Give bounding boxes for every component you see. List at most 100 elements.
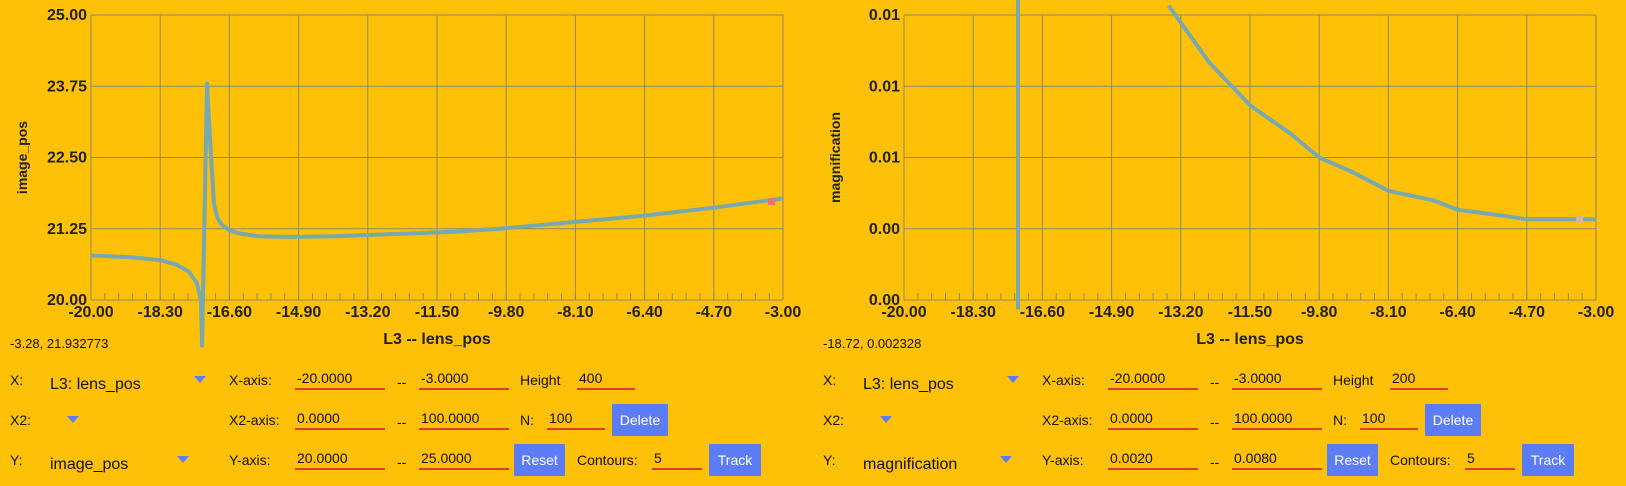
x-tick-label: -14.90	[276, 304, 321, 321]
x-tick-label: -18.30	[951, 304, 996, 321]
y-tick-label: 21.25	[47, 221, 87, 238]
cursor-readout: -18.72, 0.002328	[823, 336, 922, 351]
contours-label: Contours:	[1390, 452, 1451, 468]
range-separator: --	[397, 414, 407, 430]
x-tick-label: -4.70	[1509, 304, 1546, 321]
y-axis-title: image_pos	[14, 121, 30, 194]
x-tick-label: -14.90	[1089, 304, 1134, 321]
x-dropdown-arrow-icon[interactable]	[1007, 376, 1019, 383]
y-tick-label: 0.01	[869, 150, 900, 167]
y-axis-max-field[interactable]	[1232, 448, 1322, 470]
x-label: X:	[823, 372, 837, 388]
range-separator: --	[1210, 374, 1220, 390]
x2-label: X2:	[823, 412, 845, 428]
x-select[interactable]: L3: lens_pos	[863, 376, 954, 393]
x-tick-label: -9.80	[1301, 304, 1338, 321]
x-tick-label: -13.20	[1158, 304, 1203, 321]
chart-image-pos[interactable]: -20.00 -18.30 -16.60 -14.90 -13.20 -11.50 -9.8…	[0, 0, 813, 360]
y-tick-label: 25.00	[47, 7, 87, 24]
n-label: N:	[520, 412, 534, 428]
reset-button[interactable]: Reset	[1327, 444, 1378, 476]
contours-label: Contours:	[577, 452, 638, 468]
delete-button[interactable]: Delete	[612, 404, 668, 436]
x2-axis-label: X2-axis:	[1042, 412, 1093, 428]
x-tick-label: -13.20	[345, 304, 390, 321]
n-label: N:	[1333, 412, 1347, 428]
x-axis-max-field[interactable]	[419, 368, 509, 390]
x-axis-min-field[interactable]	[1108, 368, 1198, 390]
x-tick-label: -3.00	[765, 304, 802, 321]
x-tick-label: -6.40	[1439, 304, 1476, 321]
height-label: Height	[1333, 372, 1374, 388]
y-axis-label: Y-axis:	[229, 452, 271, 468]
plot-panel-left: -20.00 -18.30 -16.60 -14.90 -13.20 -11.50 -9.8…	[0, 0, 813, 476]
y-select[interactable]: image_pos	[50, 456, 129, 473]
n-field[interactable]	[1360, 408, 1418, 430]
track-button[interactable]: Track	[1522, 444, 1574, 476]
x-tick-label: -4.70	[696, 304, 733, 321]
y-axis-min-field[interactable]	[1108, 448, 1198, 470]
chart-magnification[interactable]: -20.00 -18.30 -16.60 -14.90 -13.20 -11.50 -9.8…	[813, 0, 1626, 360]
reset-button[interactable]: Reset	[514, 444, 565, 476]
y-label: Y:	[10, 452, 23, 468]
y-dropdown-arrow-icon[interactable]	[177, 456, 189, 463]
x-axis-label: X-axis:	[1042, 372, 1085, 388]
y-axis-title: magnification	[827, 112, 843, 203]
y-tick-label: 0.00	[869, 292, 900, 309]
y-tick-label: 0.00	[869, 221, 900, 238]
y-select[interactable]: magnification	[863, 456, 958, 473]
x-tick-label: -20.00	[68, 304, 113, 321]
n-field[interactable]	[547, 408, 605, 430]
x-axis-max-field[interactable]	[1232, 368, 1322, 390]
x2-axis-max-field[interactable]	[419, 408, 509, 430]
y-tick-label: 20.00	[47, 292, 87, 309]
range-separator: --	[397, 454, 407, 470]
y-axis-max-field[interactable]	[419, 448, 509, 470]
x2-label: X2:	[10, 412, 32, 428]
x-axis-label: X-axis:	[229, 372, 272, 388]
y-axis-label: Y-axis:	[1042, 452, 1084, 468]
track-marker	[768, 197, 776, 205]
y-label: Y:	[823, 452, 836, 468]
x-select[interactable]: L3: lens_pos	[50, 376, 141, 393]
range-separator: --	[1210, 414, 1220, 430]
x-tick-label: -6.40	[626, 304, 663, 321]
y-dropdown-arrow-icon[interactable]	[1000, 456, 1012, 463]
height-field[interactable]	[1390, 368, 1448, 390]
y-axis-min-field[interactable]	[295, 448, 385, 470]
y-tick-label: 0.01	[869, 78, 900, 95]
height-field[interactable]	[577, 368, 635, 390]
x-tick-label: -11.50	[1228, 304, 1273, 321]
range-separator: --	[1210, 454, 1220, 470]
x-tick-label: -18.30	[138, 304, 183, 321]
plot-panel-right: -20.00 -18.30 -16.60 -14.90 -13.20 -11.50 -9.8…	[813, 0, 1626, 486]
x2-axis-min-field[interactable]	[1108, 408, 1198, 430]
x2-dropdown-arrow-icon[interactable]	[880, 416, 892, 423]
data-series-line	[1166, 4, 1596, 222]
x-tick-label: -8.10	[557, 304, 594, 321]
contours-field[interactable]	[652, 448, 702, 470]
x-tick-label: -11.50	[415, 304, 460, 321]
y-tick-label: 23.75	[47, 78, 87, 95]
x-tick-label: -20.00	[881, 304, 926, 321]
x-tick-label: -8.10	[1370, 304, 1407, 321]
x-tick-label: -9.80	[488, 304, 525, 321]
x2-axis-max-field[interactable]	[1232, 408, 1322, 430]
x-axis-min-field[interactable]	[295, 368, 385, 390]
x-tick-label: -16.60	[1020, 304, 1065, 321]
y-tick-label: 0.01	[869, 7, 900, 24]
x2-dropdown-arrow-icon[interactable]	[67, 416, 79, 423]
height-label: Height	[520, 372, 561, 388]
x-axis-title: L3 -- lens_pos	[383, 331, 491, 348]
x2-axis-min-field[interactable]	[295, 408, 385, 430]
contours-field[interactable]	[1465, 448, 1515, 470]
x-dropdown-arrow-icon[interactable]	[194, 376, 206, 383]
track-marker	[1576, 215, 1584, 223]
x2-axis-label: X2-axis:	[229, 412, 280, 428]
delete-button[interactable]: Delete	[1425, 404, 1481, 436]
x-axis-title: L3 -- lens_pos	[1196, 331, 1304, 348]
y-tick-label: 22.50	[47, 150, 87, 167]
data-series-line	[90, 81, 784, 348]
track-button[interactable]: Track	[709, 444, 761, 476]
x-tick-label: -3.00	[1578, 304, 1615, 321]
